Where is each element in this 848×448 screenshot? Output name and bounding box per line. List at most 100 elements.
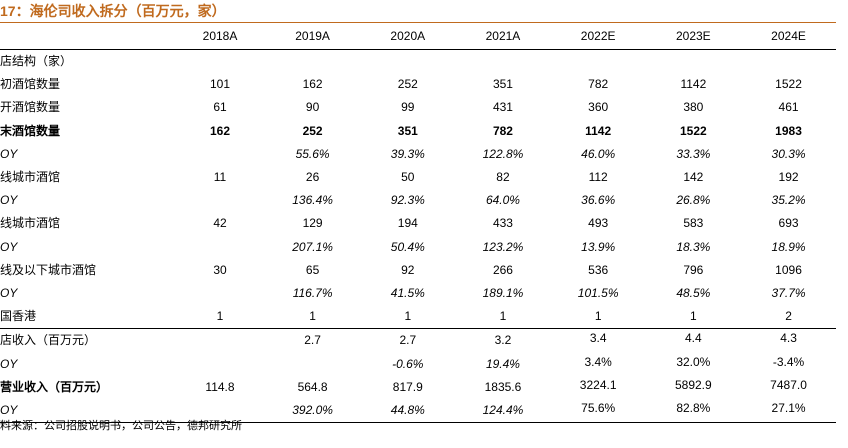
- value-cell: 48.5%: [676, 286, 711, 301]
- value-cell: 493: [588, 216, 609, 231]
- header-cell: 2022E: [550, 23, 646, 50]
- value-cell: 2: [740, 305, 837, 330]
- value-cell: 116.7%: [292, 286, 333, 301]
- value-cell: 99: [401, 100, 415, 115]
- value-cell: [175, 353, 265, 376]
- value-cell: 3.4: [589, 331, 607, 346]
- table-row: OY 116.7% 41.5% 189.1% 101.5% 48.5% 37.7%: [0, 282, 836, 305]
- value-cell: 46.0%: [581, 146, 616, 161]
- value-cell: [175, 50, 265, 74]
- row-label: 线及以下城市酒馆: [0, 262, 97, 277]
- header-cell: 2019A: [265, 23, 361, 50]
- value-cell: 536: [588, 262, 609, 277]
- row-label: OY: [0, 239, 18, 254]
- value-cell: [175, 282, 265, 305]
- value-cell: 252: [302, 123, 323, 138]
- value-cell: 136.4%: [292, 193, 333, 208]
- value-cell: 431: [492, 100, 513, 115]
- value-cell: 64.0%: [485, 193, 520, 208]
- table-row: 线城市酒馆 11 26 50 82 112 142 192: [0, 166, 836, 189]
- value-cell: 1: [550, 305, 646, 330]
- value-cell: 461: [778, 100, 799, 115]
- value-cell: 433: [492, 216, 513, 231]
- value-cell: [551, 50, 646, 74]
- value-cell: 92.3%: [390, 193, 425, 208]
- value-cell: 26.8%: [676, 193, 711, 208]
- value-cell: -0.6%: [392, 356, 424, 371]
- value-cell: 33.3%: [676, 146, 711, 161]
- value-cell: 4.3: [780, 331, 797, 346]
- value-cell: 32.0%: [676, 354, 711, 369]
- header-cell: 2018A: [175, 23, 265, 50]
- table-title: 17：海伦司收入拆分（百万元，家）: [0, 3, 226, 19]
- value-cell: [265, 353, 360, 376]
- value-cell: 3.2: [494, 333, 512, 348]
- value-cell: 122.8%: [482, 146, 524, 161]
- value-cell: 380: [683, 100, 704, 115]
- value-cell: 55.6%: [295, 146, 330, 161]
- value-cell: 30.3%: [771, 146, 806, 161]
- value-cell: 782: [588, 77, 609, 92]
- value-cell: 65: [305, 262, 320, 277]
- value-cell: 1: [175, 305, 265, 330]
- value-cell: -3.4%: [772, 354, 805, 369]
- value-cell: 252: [397, 77, 418, 92]
- table-row: 店收入（百万元） 2.7 2.7 3.2 3.4 4.4 4.3: [0, 329, 836, 353]
- value-cell: 583: [683, 216, 704, 231]
- value-cell: 129: [302, 216, 323, 231]
- value-cell: 351: [492, 77, 513, 92]
- value-cell: 1522: [679, 123, 707, 138]
- table-row: OY -0.6% 19.4% 3.4% 32.0% -3.4%: [0, 353, 836, 376]
- value-cell: 194: [397, 216, 418, 231]
- header-cell: 2023E: [645, 23, 741, 50]
- value-cell: 162: [302, 77, 323, 92]
- table-row: 国香港 1 1 1 1 1 1 2: [0, 305, 837, 330]
- value-cell: 1: [645, 305, 741, 330]
- value-cell: 39.3%: [390, 146, 425, 161]
- value-cell: 1522: [775, 77, 802, 92]
- header-cell: 2020A: [360, 23, 456, 50]
- value-cell: 1142: [585, 123, 612, 138]
- row-label: OY: [0, 356, 18, 371]
- value-cell: 124.4%: [455, 399, 551, 424]
- value-cell: 2.7: [304, 333, 321, 348]
- row-label: OY: [0, 286, 18, 301]
- value-cell: 18.3%: [676, 239, 711, 254]
- value-cell: 4.4: [685, 331, 702, 346]
- value-cell: [175, 329, 265, 353]
- value-cell: 189.1%: [482, 286, 524, 301]
- value-cell: 817.9: [392, 379, 423, 394]
- value-cell: 782: [492, 123, 513, 138]
- value-cell: 101: [209, 77, 231, 92]
- value-cell: 27.1%: [740, 399, 837, 424]
- value-cell: 13.9%: [581, 239, 616, 254]
- row-label: 店结构（家）: [0, 54, 73, 68]
- title-rule: [0, 22, 836, 23]
- table-row: 营业收入（百万元） 114.8 564.8 817.9 1835.6 3224.1 5892…: [0, 376, 836, 399]
- header-cell: 2021A: [455, 23, 551, 50]
- value-cell: 1983: [775, 123, 802, 138]
- value-cell: 44.8%: [360, 399, 456, 424]
- revenue-table: 2018A 2019A 2020A 2021A 2022E 2023E 2024…: [0, 23, 837, 424]
- value-cell: 35.2%: [771, 193, 806, 208]
- value-cell: 1: [265, 305, 361, 330]
- value-cell: 92: [401, 262, 415, 277]
- value-cell: 3224.1: [579, 377, 617, 392]
- row-label: OY: [0, 146, 18, 161]
- value-cell: 61: [213, 100, 227, 115]
- table-body: 店结构（家） 初酒馆数量 101 162 252 351 782 1142 1522 开酒馆数量 6…: [0, 50, 837, 424]
- value-cell: [175, 189, 265, 212]
- header-cell: 2024E: [740, 23, 837, 50]
- value-cell: 19.4%: [485, 356, 520, 371]
- table-row: 初酒馆数量 101 162 252 351 782 1142 1522: [0, 73, 836, 96]
- table-row: OY 392.0% 44.8% 124.4% 75.6% 82.8% 27.1%: [0, 399, 837, 424]
- table-row: 线城市酒馆 42 129 194 433 493 583 693: [0, 212, 836, 235]
- header-row: 2018A 2019A 2020A 2021A 2022E 2023E 2024…: [0, 23, 837, 50]
- value-cell: 75.6%: [550, 399, 646, 424]
- value-cell: 50.4%: [390, 239, 425, 254]
- row-label: 线城市酒馆: [0, 216, 61, 231]
- header-cell: [0, 23, 175, 50]
- value-cell: 1: [455, 305, 551, 330]
- value-cell: [265, 50, 360, 74]
- value-cell: 112: [588, 170, 608, 185]
